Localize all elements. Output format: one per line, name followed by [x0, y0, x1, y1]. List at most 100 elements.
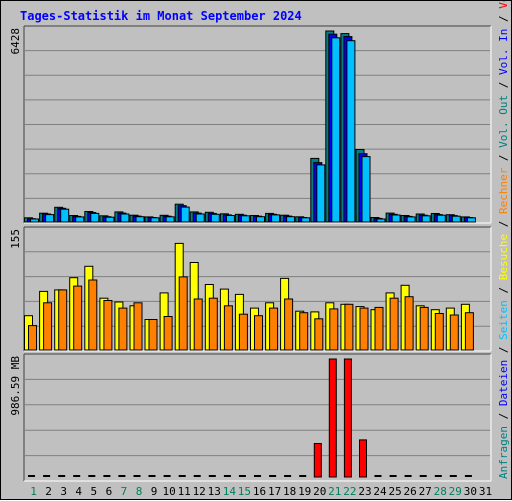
x-tick-label: 30	[464, 485, 477, 498]
bar-volumen-day-11	[178, 475, 186, 477]
legend-separator: /	[497, 9, 510, 29]
bar-rechner-day-20	[314, 318, 324, 351]
legend-item: Besuche	[497, 234, 510, 280]
bar-seiten-day-14	[225, 215, 235, 223]
legend-item: Rechner	[497, 167, 510, 214]
bar-volumen-day-22	[343, 358, 352, 478]
x-tick-label: 23	[358, 485, 371, 498]
bar-rechner-day-12	[193, 298, 203, 351]
x-tick-label: 10	[162, 485, 175, 498]
y-max-label: 6428	[9, 28, 22, 55]
x-tick-label: 31	[479, 485, 492, 498]
bar-seiten-day-26	[406, 216, 416, 223]
x-tick-label: 9	[151, 485, 158, 498]
legend-separator: /	[497, 75, 510, 95]
bar-rechner-day-11	[178, 276, 188, 351]
x-tick-label: 7	[121, 485, 128, 498]
bar-seiten-day-28	[436, 214, 446, 223]
bar-volumen-day-8	[133, 475, 141, 477]
bar-volumen-day-23	[359, 439, 367, 478]
bar-volumen-day-19	[299, 475, 307, 477]
x-tick-label: 24	[373, 485, 387, 498]
x-tick-label: 18	[283, 485, 296, 498]
x-tick-label: 21	[328, 485, 341, 498]
bar-rechner-day-5	[88, 279, 98, 351]
legend-separator: /	[497, 340, 510, 360]
bar-rechner-day-27	[419, 306, 429, 351]
bar-volumen-day-13	[208, 475, 216, 477]
bar-seiten-day-12	[195, 213, 205, 223]
bar-seiten-day-4	[75, 216, 85, 223]
chart-title: Tages-Statistik im Monat September 2024	[20, 9, 302, 23]
bar-seiten-day-8	[135, 216, 145, 223]
bar-rechner-day-17	[269, 307, 279, 351]
bar-volumen-day-16	[254, 475, 261, 477]
bar-volumen-day-7	[118, 475, 126, 477]
bar-seiten-day-6	[105, 216, 115, 223]
bar-seiten-day-18	[286, 216, 296, 223]
x-tick-label: 19	[298, 485, 311, 498]
bar-seiten-day-17	[271, 214, 281, 223]
x-tick-label: 28	[434, 485, 447, 498]
bar-seiten-day-20	[316, 164, 326, 223]
bar-rechner-day-7	[118, 307, 128, 351]
bar-rechner-day-21	[329, 308, 339, 351]
legend-separator: /	[497, 280, 510, 300]
bar-rechner-day-18	[284, 298, 294, 351]
bar-volumen-day-10	[163, 475, 171, 477]
legend-item: Vol. In	[497, 29, 510, 75]
bar-volumen-day-25	[389, 475, 397, 477]
bar-seiten-day-23	[361, 156, 371, 223]
bar-seiten-day-10	[165, 216, 175, 223]
bar-rechner-day-28	[434, 313, 444, 351]
legend-item: Volumen	[497, 1, 510, 9]
bar-seiten-day-2	[45, 214, 55, 223]
bar-seiten-day-25	[391, 214, 401, 223]
legend-item: Seiten	[497, 300, 510, 340]
bar-rechner-day-8	[133, 302, 143, 351]
x-tick-label: 26	[403, 485, 416, 498]
bar-seiten-day-27	[421, 215, 431, 223]
bar-volumen-day-27	[419, 475, 427, 477]
x-tick-label: 5	[90, 485, 97, 498]
bar-seiten-day-21	[331, 37, 341, 223]
bar-seiten-day-7	[120, 213, 130, 223]
bar-rechner-day-22	[344, 303, 354, 351]
bar-volumen-day-1	[28, 475, 35, 477]
bar-rechner-day-30	[464, 312, 474, 351]
bar-rechner-day-24	[374, 306, 384, 351]
bar-volumen-day-12	[193, 475, 201, 477]
bar-volumen-day-17	[269, 475, 277, 477]
x-tick-label: 27	[419, 485, 432, 498]
bar-rechner-day-9	[148, 319, 158, 351]
bar-seiten-day-15	[240, 215, 250, 223]
bar-seiten-day-19	[301, 217, 311, 223]
legend-item: Vol. Out	[497, 95, 510, 148]
bar-volumen-day-15	[238, 475, 246, 477]
bar-volumen-day-28	[434, 475, 442, 477]
bar-seiten-day-3	[60, 208, 70, 223]
bar-seiten-day-30	[466, 217, 476, 223]
bar-volumen-day-4	[73, 475, 81, 477]
bar-seiten-day-22	[346, 40, 356, 223]
bar-volumen-day-26	[404, 475, 412, 477]
legend-item: Anfragen	[497, 426, 510, 479]
legend: Anfragen / Dateien / Seiten / Besuche / …	[497, 1, 510, 479]
x-tick-label: 11	[178, 485, 191, 498]
bar-volumen-day-3	[58, 475, 66, 477]
bar-rechner-day-10	[163, 316, 173, 351]
x-tick-label: 6	[106, 485, 113, 498]
x-tick-label: 14	[223, 485, 237, 498]
legend-separator: /	[497, 148, 510, 168]
bar-seiten-day-5	[90, 212, 100, 223]
bar-volumen-day-21	[328, 358, 337, 478]
bar-seiten-day-11	[180, 206, 190, 223]
x-tick-label: 3	[60, 485, 67, 498]
bar-volumen-day-20	[313, 443, 322, 478]
x-tick-label: 8	[136, 485, 143, 498]
bar-rechner-day-26	[404, 296, 414, 351]
legend-separator: /	[497, 214, 510, 234]
bar-volumen-day-18	[284, 475, 292, 477]
